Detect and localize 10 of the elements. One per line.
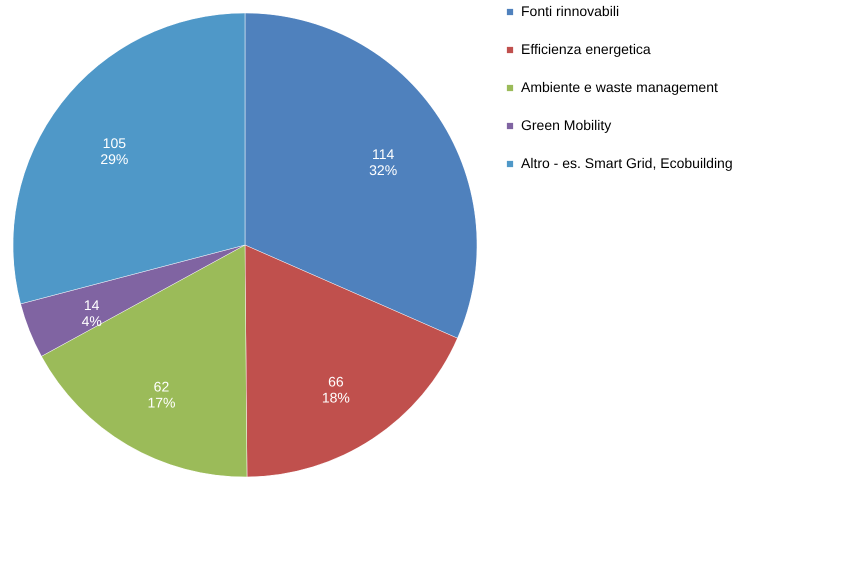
data-label: 105 29% [100, 135, 128, 168]
data-label: 114 32% [369, 146, 398, 178]
legend-label: Altro - es. Smart Grid, Ecobuilding [521, 155, 733, 171]
data-label: 14 4% [82, 296, 102, 329]
legend-label: Green Mobility [521, 117, 612, 133]
legend-label: Fonti rinnovabili [521, 3, 620, 19]
data-label: 66 18% [322, 374, 350, 406]
legend-label: Efficienza energetica [521, 41, 651, 57]
data-label: 62 17% [147, 378, 176, 410]
legend-label: Ambiente e waste management [521, 79, 718, 95]
